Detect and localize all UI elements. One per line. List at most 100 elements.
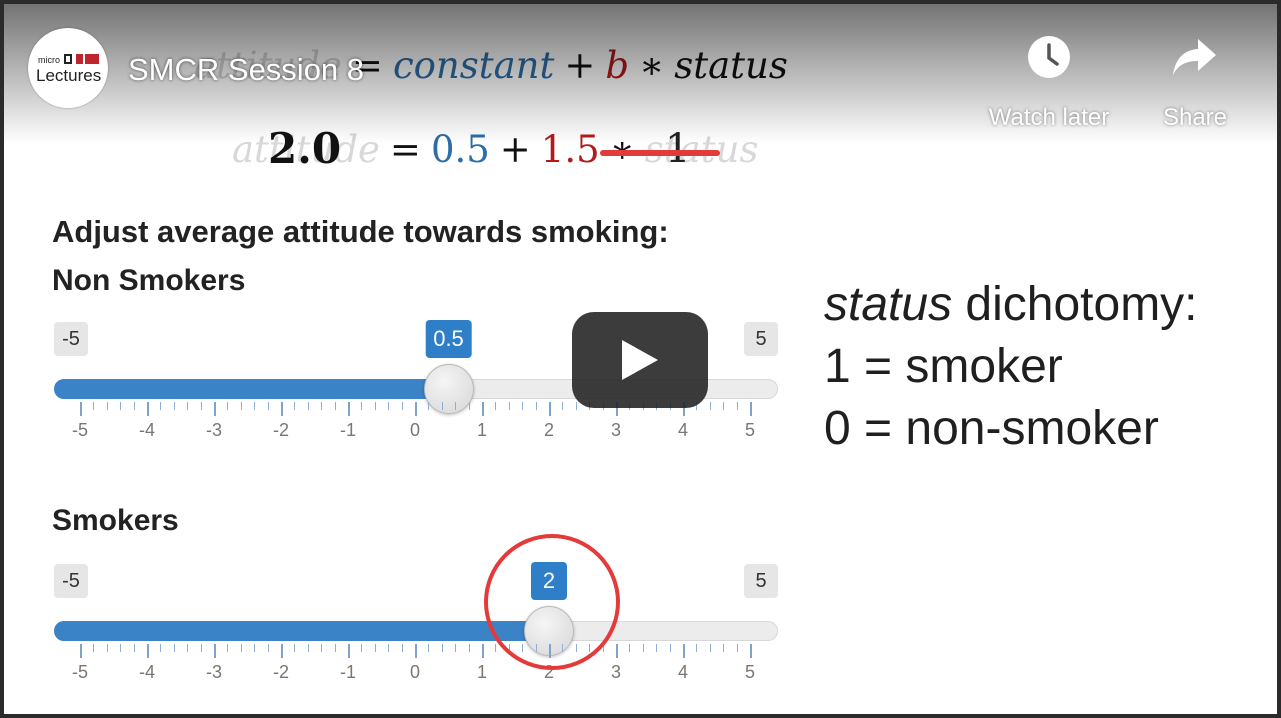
major-tick [482, 644, 484, 658]
minor-tick [187, 644, 189, 652]
watch-later-label: Watch later [988, 104, 1110, 131]
minor-tick [294, 644, 296, 652]
major-tick [80, 402, 82, 416]
minor-tick [321, 402, 323, 410]
minor-tick [441, 402, 443, 410]
minor-tick [361, 402, 363, 410]
formula-times: ∗ [639, 44, 665, 87]
major-tick [616, 644, 618, 658]
formula-status: status [674, 44, 788, 87]
minor-tick [254, 402, 256, 410]
legend-smoker: 1 = smoker [824, 340, 1063, 393]
formula-constant: constant [392, 44, 555, 87]
slider-ticks: -5 -4 -3 -2 -1 0 1 2 3 4 5 [50, 402, 780, 462]
slider-fill [54, 379, 449, 399]
strikethrough-mark [600, 150, 720, 156]
formula2-status-value: 1 [665, 126, 691, 172]
tick-label: -3 [205, 420, 223, 440]
minor-tick [160, 644, 162, 652]
tick-label: 3 [610, 662, 622, 682]
minor-tick [254, 644, 256, 652]
slider-handle[interactable] [423, 364, 474, 414]
minor-tick [267, 402, 269, 410]
minor-tick [669, 644, 671, 652]
minor-tick [388, 644, 390, 652]
minor-tick [508, 402, 510, 410]
status-legend: status dichotomy: 1 = smoker 0 = non-smo… [824, 274, 1198, 460]
major-tick [281, 402, 283, 416]
minor-tick [629, 644, 631, 652]
tick-label: -1 [339, 420, 357, 440]
logo-mark-icon [64, 54, 99, 64]
minor-tick [106, 402, 108, 410]
minor-tick [307, 644, 309, 652]
major-tick [348, 402, 350, 416]
minor-tick [468, 402, 470, 410]
minor-tick [736, 644, 738, 652]
minor-tick [200, 644, 202, 652]
minor-tick [468, 644, 470, 652]
logo-small-text: micro [38, 55, 60, 65]
formula2-b-value: 1.5 [540, 128, 600, 171]
logo-main-text: Lectures [36, 66, 102, 85]
minor-tick [388, 402, 390, 410]
smokers-slider[interactable]: -5 5 2 -5 -4 -3 -2 -1 0 1 2 3 4 5 [50, 562, 780, 704]
minor-tick [173, 644, 175, 652]
tick-label: 2 [543, 420, 555, 440]
tick-label: 3 [610, 420, 622, 440]
slider-ticks: -5 -4 -3 -2 -1 0 1 2 3 4 5 [50, 644, 780, 704]
watch-later-button[interactable]: Watch later [974, 32, 1124, 132]
minor-tick [495, 402, 497, 410]
tick-label: -2 [272, 420, 290, 440]
tick-label: 4 [677, 420, 689, 440]
minor-tick [736, 402, 738, 410]
channel-avatar[interactable]: micro Lectures [28, 28, 108, 108]
tick-label: -1 [339, 662, 357, 682]
tick-label: 1 [476, 662, 488, 682]
share-label: Share [1162, 104, 1228, 131]
minor-tick [374, 644, 376, 652]
play-button[interactable] [572, 312, 708, 408]
major-tick [415, 644, 417, 658]
formula2-plus: + [499, 128, 531, 171]
tick-label: 4 [677, 662, 689, 682]
minor-tick [428, 644, 430, 652]
minor-tick [441, 644, 443, 652]
legend-status-word: status [824, 278, 953, 331]
minor-tick [562, 402, 564, 410]
minor-tick [93, 644, 95, 652]
tick-label: 1 [476, 420, 488, 440]
video-title[interactable]: SMCR Session 8 [128, 52, 365, 87]
legend-dichotomy: dichotomy: [965, 278, 1198, 331]
minor-tick [374, 402, 376, 410]
legend-non-smoker: 0 = non-smoker [824, 402, 1159, 455]
minor-tick [723, 644, 725, 652]
minor-tick [334, 402, 336, 410]
major-tick [482, 402, 484, 416]
major-tick [616, 402, 618, 416]
clock-icon [1028, 36, 1070, 78]
minor-tick [321, 644, 323, 652]
major-tick [415, 402, 417, 416]
minor-tick [455, 402, 457, 410]
share-button[interactable]: Share [1120, 32, 1270, 132]
minor-tick [696, 402, 698, 410]
minor-tick [642, 644, 644, 652]
minor-tick [160, 402, 162, 410]
tick-label: 2 [543, 662, 555, 682]
major-tick [214, 644, 216, 658]
slider-value-badge: 0.5 [425, 320, 472, 358]
video-player[interactable]: attitude = constant + b ∗ status attitude = 0.5 +… [4, 4, 1277, 714]
major-tick [147, 402, 149, 416]
minor-tick [401, 644, 403, 652]
tick-label: -5 [71, 662, 89, 682]
tick-label: 0 [409, 662, 421, 682]
slider-fill [54, 621, 549, 641]
minor-tick [294, 402, 296, 410]
minor-tick [133, 402, 135, 410]
minor-tick [361, 644, 363, 652]
slider-min-label: -5 [54, 322, 88, 356]
formula-plus: + [564, 44, 596, 87]
major-tick [214, 402, 216, 416]
smokers-label: Smokers [52, 504, 179, 537]
